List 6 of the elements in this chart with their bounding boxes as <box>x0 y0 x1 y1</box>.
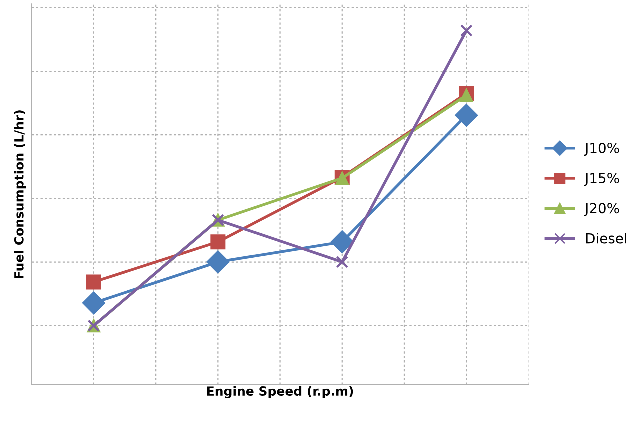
x-axis-title: Engine Speed (r.p.m) <box>207 386 354 399</box>
legend-label: J15% <box>584 173 620 186</box>
legend-label: Diesel <box>586 233 627 244</box>
legend-label: J10% <box>584 142 620 156</box>
legend-label: J20% <box>584 203 620 216</box>
y-axis-title: Fuel Consumption (L/hr) <box>14 110 26 278</box>
